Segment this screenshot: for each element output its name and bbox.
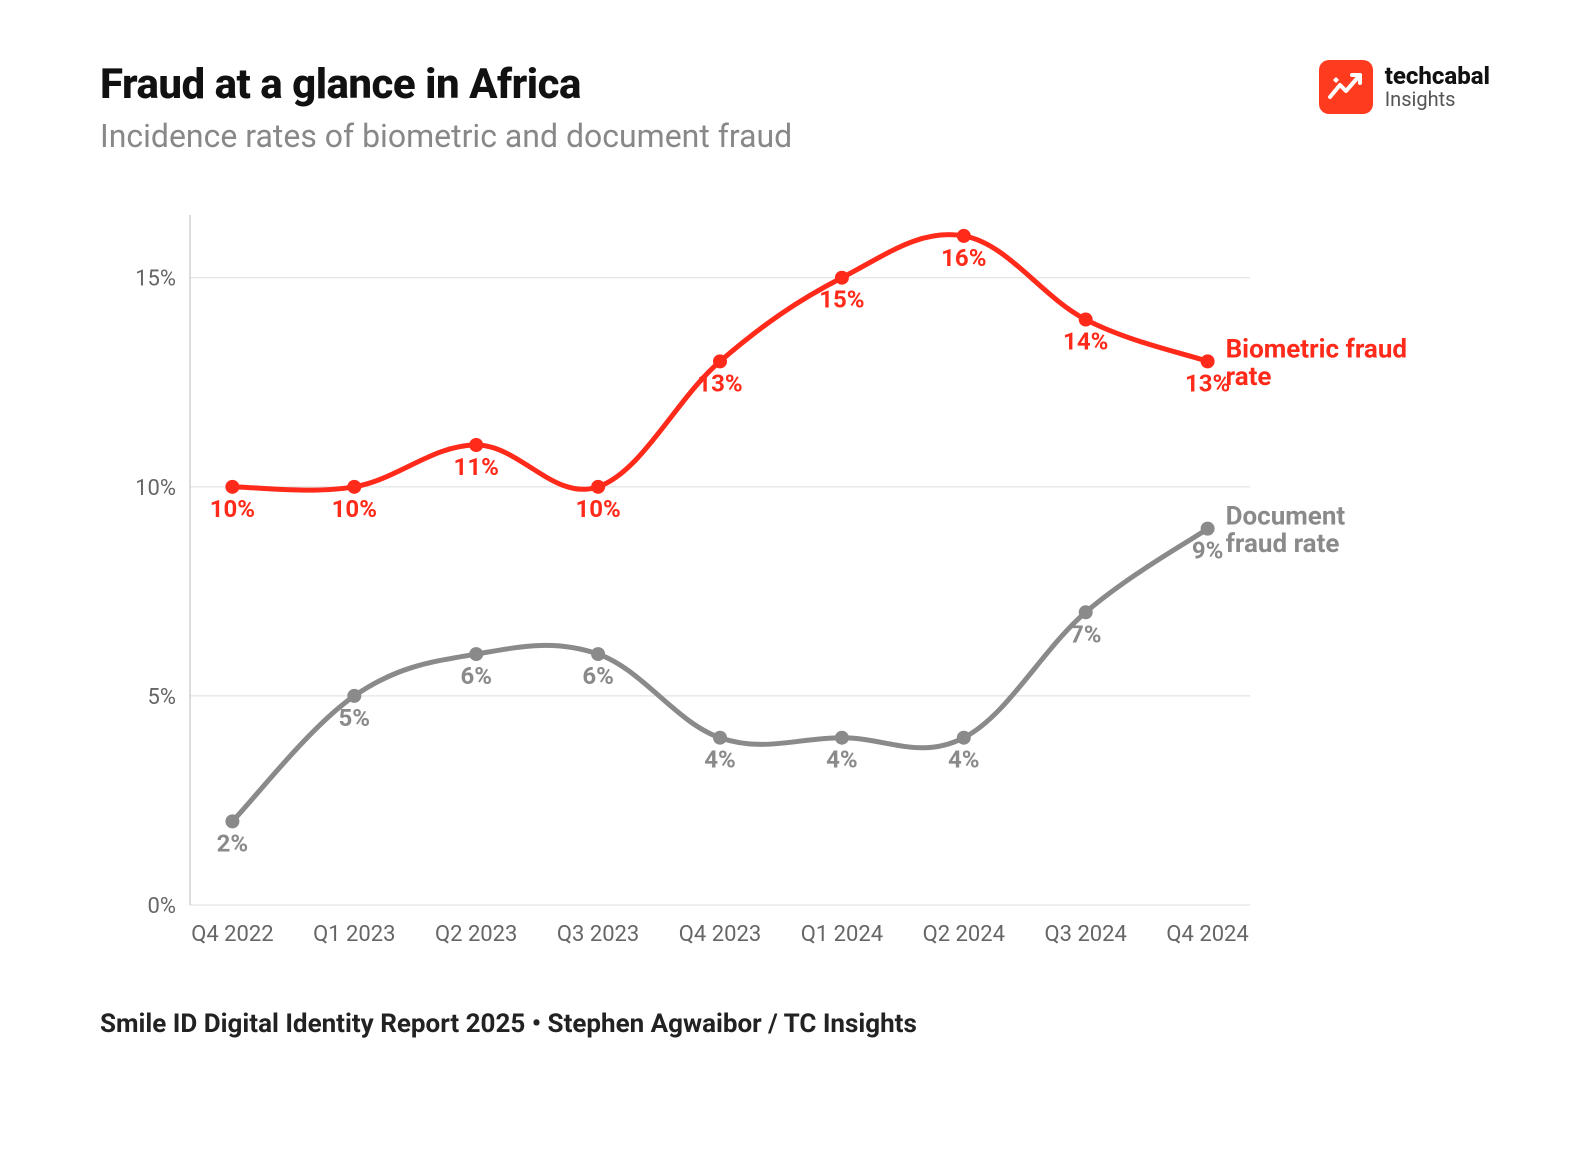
brand-logo-icon (1319, 60, 1373, 114)
svg-text:4%: 4% (826, 746, 858, 774)
line-chart: 0% 5% 10% 15% Q4 2022 Q1 2023 Q2 2023 Q3 2023 Q4… (100, 195, 1490, 975)
brand-text: techcabal Insights (1385, 64, 1490, 110)
svg-text:0%: 0% (148, 894, 176, 919)
header: Fraud at a glance in Africa Incidence ra… (100, 60, 1490, 155)
svg-text:2%: 2% (217, 829, 249, 857)
svg-text:Q2 2024: Q2 2024 (923, 922, 1005, 947)
svg-text:Q3 2024: Q3 2024 (1044, 922, 1126, 947)
svg-text:Q4 2023: Q4 2023 (679, 922, 761, 947)
svg-text:Document: Document (1226, 502, 1346, 532)
chart-area: 0% 5% 10% 15% Q4 2022 Q1 2023 Q2 2023 Q3 2023 Q4… (100, 195, 1490, 979)
svg-text:5%: 5% (339, 704, 371, 732)
svg-text:10%: 10% (135, 476, 176, 501)
svg-text:7%: 7% (1070, 620, 1102, 648)
svg-text:11%: 11% (454, 453, 499, 481)
svg-text:4%: 4% (704, 746, 736, 774)
svg-text:Biometric fraud: Biometric fraud (1226, 334, 1407, 364)
svg-text:6%: 6% (460, 662, 492, 690)
title-block: Fraud at a glance in Africa Incidence ra… (100, 60, 792, 155)
svg-text:Q2 2023: Q2 2023 (435, 922, 517, 947)
svg-text:Q1 2024: Q1 2024 (801, 922, 883, 947)
svg-text:Q4 2024: Q4 2024 (1166, 922, 1248, 947)
svg-text:14%: 14% (1063, 328, 1108, 356)
chart-title: Fraud at a glance in Africa (100, 60, 792, 109)
svg-text:13%: 13% (1185, 369, 1230, 397)
page: Fraud at a glance in Africa Incidence ra… (0, 0, 1590, 1150)
svg-text:15%: 15% (819, 286, 864, 314)
brand-sub: Insights (1385, 89, 1490, 110)
svg-text:10%: 10% (210, 495, 255, 523)
svg-text:10%: 10% (332, 495, 377, 523)
svg-text:fraud rate: fraud rate (1226, 529, 1340, 559)
svg-text:Q1 2023: Q1 2023 (313, 922, 395, 947)
svg-text:rate: rate (1226, 362, 1272, 392)
svg-text:4%: 4% (948, 746, 980, 774)
svg-text:6%: 6% (582, 662, 614, 690)
svg-text:15%: 15% (135, 267, 176, 292)
svg-text:13%: 13% (697, 369, 742, 397)
svg-text:Q4 2022: Q4 2022 (191, 922, 273, 947)
chart-subtitle: Incidence rates of biometric and documen… (100, 117, 792, 155)
brand-block: techcabal Insights (1319, 60, 1490, 114)
svg-text:10%: 10% (575, 495, 620, 523)
trend-arrow-icon (1326, 67, 1366, 107)
source-attribution: Smile ID Digital Identity Report 2025 • … (100, 1009, 1490, 1039)
svg-text:9%: 9% (1192, 537, 1224, 565)
svg-text:5%: 5% (148, 685, 176, 710)
svg-text:16%: 16% (941, 244, 986, 272)
svg-text:Q3 2023: Q3 2023 (557, 922, 639, 947)
brand-name: techcabal (1385, 64, 1490, 89)
